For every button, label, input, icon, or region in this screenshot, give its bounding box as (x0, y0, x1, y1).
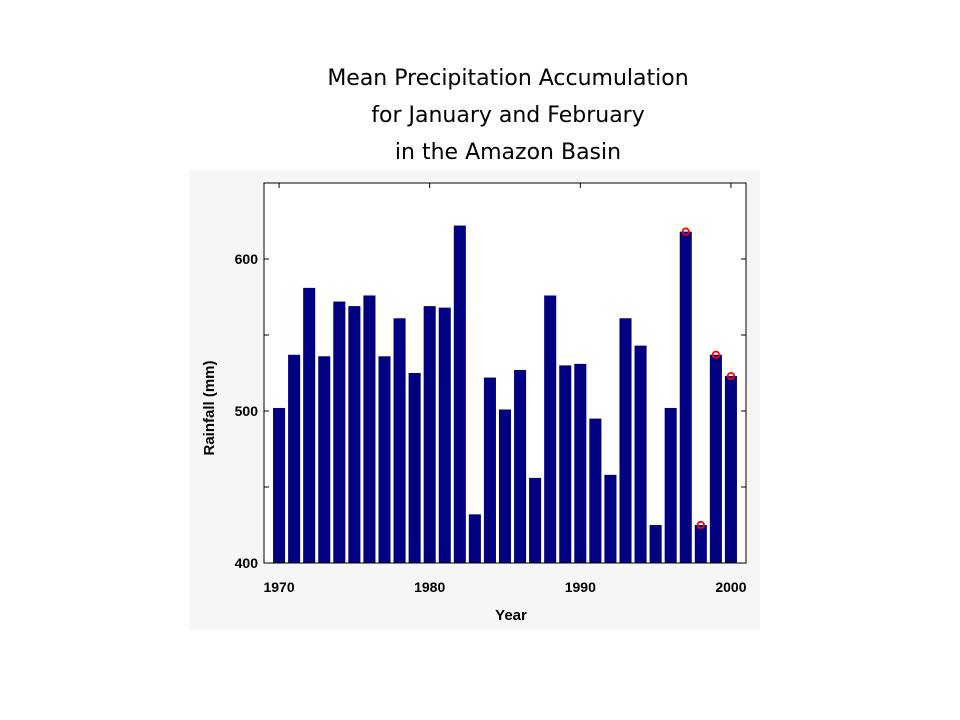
x-tick-label-2000: 2000 (715, 579, 746, 595)
y-tick-label-600: 600 (235, 251, 259, 267)
bar-1970 (273, 407, 286, 563)
plot-frame (263, 182, 747, 564)
bar-1997 (679, 231, 692, 563)
bar-1992 (604, 474, 617, 563)
x-tick-label-1980: 1980 (414, 579, 445, 595)
bar-1994 (634, 345, 647, 563)
bar-1985 (498, 409, 512, 563)
bar-1986 (514, 369, 527, 563)
marker-1997 (681, 227, 690, 236)
bar-1993 (619, 318, 632, 563)
y-tick-label-400: 400 (235, 555, 259, 571)
bar-1971 (288, 354, 301, 563)
chart-title-line-3: in the Amazon Basin (394, 140, 622, 165)
bar-1987 (529, 477, 542, 563)
bar-1991 (589, 418, 602, 563)
chart-title-line-2: for January and February (371, 103, 645, 128)
bar-1973 (318, 356, 331, 563)
bar-1989 (559, 365, 572, 563)
bar-1972 (303, 287, 316, 563)
y-tick-label-500: 500 (235, 403, 259, 419)
chart-title-line-1: Mean Precipitation Accumulation (327, 66, 689, 91)
bar-1983 (468, 514, 481, 563)
bars-group (273, 225, 737, 563)
bar-1978 (393, 318, 406, 563)
bar-1975 (348, 306, 361, 563)
ticks-group: 1970 1980 1990 2000 400 500 600 (235, 183, 747, 595)
markers-group (681, 227, 736, 530)
marker-1999 (711, 350, 720, 359)
x-tick-label-1990: 1990 (565, 579, 596, 595)
bar-1981 (438, 307, 451, 563)
bar-1977 (378, 356, 391, 563)
bar-1982 (453, 225, 466, 563)
bar-1995 (649, 525, 662, 563)
bar-1999 (709, 354, 722, 563)
x-axis-label: Year (495, 607, 527, 624)
bar-1988 (544, 295, 557, 563)
x-tick-label-1970: 1970 (263, 579, 294, 595)
bar-1976 (363, 295, 376, 563)
chart-title: Mean Precipitation Accumulation for Janu… (300, 60, 716, 171)
bar-1990 (574, 363, 587, 563)
bar-1984 (483, 377, 496, 563)
marker-2000 (726, 371, 736, 381)
bar-1980 (423, 306, 436, 563)
y-axis-label: Rainfall (mm) (201, 360, 218, 455)
bar-1974 (333, 301, 346, 563)
bar-1998 (694, 525, 707, 563)
bar-2000 (724, 376, 737, 563)
bar-1979 (408, 373, 421, 563)
bar-1996 (664, 407, 677, 563)
marker-1998 (696, 520, 705, 530)
